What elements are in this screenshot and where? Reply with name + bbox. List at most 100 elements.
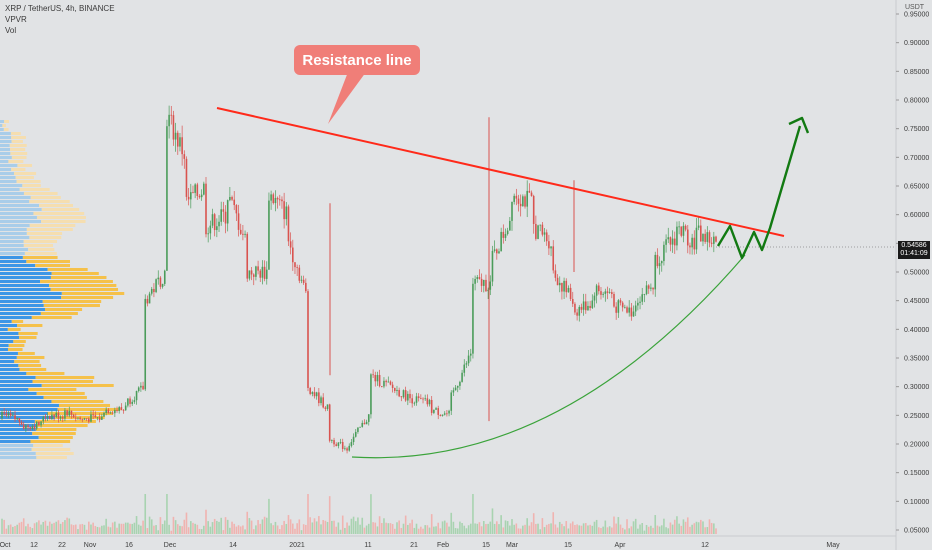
vpvr-bar-sell xyxy=(49,284,117,287)
x-tick-label: 15 xyxy=(564,542,572,549)
candle-body xyxy=(307,291,309,388)
candle-body xyxy=(554,270,557,278)
volume-bar xyxy=(478,522,481,534)
candle-body xyxy=(248,270,251,279)
candle-body xyxy=(274,197,277,204)
candle-body xyxy=(702,233,704,242)
vpvr-bar-sell xyxy=(36,216,86,219)
volume-bar xyxy=(339,529,342,534)
vpvr-bar-buy xyxy=(0,452,36,455)
volume-bar xyxy=(294,528,296,534)
volume-bar xyxy=(328,496,331,534)
candle-body xyxy=(111,412,114,414)
vol-label: Vol xyxy=(5,26,17,35)
candle-body xyxy=(695,227,698,250)
volume-bar xyxy=(372,522,374,534)
vpvr-bar-sell xyxy=(17,352,35,355)
candle-body xyxy=(459,381,461,386)
volume-bar xyxy=(456,528,459,534)
candle-body xyxy=(213,214,216,231)
candle-body xyxy=(480,278,483,286)
volume-bar xyxy=(226,519,229,534)
volume-bar xyxy=(663,518,665,534)
volume-bar xyxy=(129,523,131,534)
candle-body xyxy=(673,238,676,246)
x-tick-label: 11 xyxy=(364,542,371,549)
x-tick-label: Mar xyxy=(506,542,519,549)
x-tick-label: Nov xyxy=(84,542,97,549)
volume-bar xyxy=(476,523,479,534)
volume-bar xyxy=(357,517,359,534)
candle-body xyxy=(548,241,550,249)
volume-bar xyxy=(192,522,194,534)
y-tick-label: 0.45000 xyxy=(904,298,929,305)
volume-bar xyxy=(565,521,568,534)
candle-body xyxy=(324,407,327,409)
candle-body xyxy=(20,421,23,425)
candle-body xyxy=(535,223,537,239)
vpvr-bar-buy xyxy=(0,360,15,363)
volume-bar xyxy=(270,523,272,534)
volume-bar xyxy=(1,518,3,534)
candle-body xyxy=(541,224,544,235)
volume-bar xyxy=(563,526,565,534)
vpvr-bar-sell xyxy=(51,400,104,403)
vpvr-bar-buy xyxy=(0,124,3,127)
candle-body xyxy=(376,374,379,382)
volume-bar xyxy=(487,523,489,534)
candle-body xyxy=(114,409,116,414)
vpvr-bar-buy xyxy=(0,328,8,331)
vpvr-bar-buy xyxy=(0,348,8,351)
volume-bar xyxy=(127,522,129,534)
volume-bar xyxy=(443,520,446,534)
candle-body xyxy=(255,266,257,277)
volume-bar xyxy=(101,525,103,534)
vpvr-bar-buy xyxy=(0,148,11,151)
vpvr-bar-buy xyxy=(0,152,11,155)
vpvr-bar-sell xyxy=(33,444,63,447)
candle-body xyxy=(498,251,500,254)
volume-bar xyxy=(259,523,262,534)
candle-body xyxy=(64,410,66,419)
candle-body xyxy=(463,364,466,373)
candle-body xyxy=(708,232,711,243)
volume-bar xyxy=(311,522,314,534)
vpvr-bar-sell xyxy=(14,360,40,363)
volume-bar xyxy=(72,525,75,534)
volume-bar xyxy=(248,518,251,534)
candle-body xyxy=(584,301,587,311)
candle-body xyxy=(237,213,240,230)
candle-body xyxy=(40,421,42,426)
candle-body xyxy=(357,427,359,432)
vpvr-bar-buy xyxy=(0,332,19,335)
candle-body xyxy=(246,233,249,279)
candle-body xyxy=(680,226,683,236)
symbol-label: XRP / TetherUS, 4h, BINANCE xyxy=(5,4,115,13)
candle-body xyxy=(235,205,238,214)
volume-bar xyxy=(673,519,676,534)
candle-body xyxy=(38,421,40,426)
vpvr-bar-sell xyxy=(10,152,28,155)
volume-bar xyxy=(109,527,112,534)
volume-bar xyxy=(513,524,515,534)
candle-body xyxy=(476,277,479,279)
vpvr-bar-sell xyxy=(41,220,86,223)
volume-bar xyxy=(378,516,381,534)
volume-bar xyxy=(137,524,140,534)
volume-bar xyxy=(341,515,344,534)
candle-body xyxy=(545,232,548,242)
volume-bar xyxy=(404,515,407,534)
y-tick-label: 0.65000 xyxy=(904,184,929,191)
volume-bar xyxy=(352,516,355,534)
vpvr-bar-sell xyxy=(35,428,77,431)
annotation-pointer xyxy=(328,72,366,124)
volume-bar xyxy=(224,517,227,534)
volume-bar xyxy=(272,525,275,534)
candle-body xyxy=(489,281,492,290)
vpvr-bar-sell xyxy=(23,244,54,247)
volume-bar xyxy=(647,526,650,534)
candle-body xyxy=(509,220,511,231)
x-tick-label: 22 xyxy=(58,542,66,549)
volume-bar xyxy=(417,528,420,534)
volume-bar xyxy=(20,521,23,534)
